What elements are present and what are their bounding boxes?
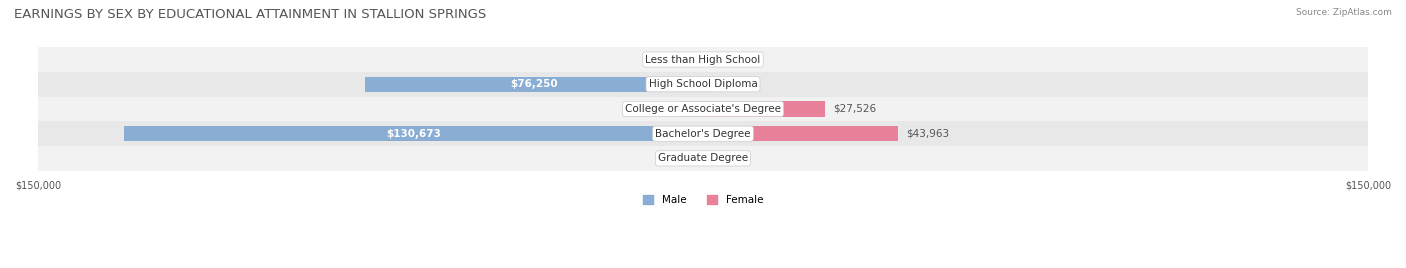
Bar [679, 151, 703, 166]
Bar [124, 126, 703, 141]
Text: $76,250: $76,250 [510, 79, 558, 89]
Text: $0: $0 [730, 54, 742, 65]
Bar [38, 146, 1368, 171]
Bar [703, 126, 898, 141]
Bar [38, 72, 1368, 96]
Bar [366, 77, 703, 92]
Text: $0: $0 [664, 54, 676, 65]
Text: $0: $0 [664, 153, 676, 163]
Text: $0: $0 [730, 153, 742, 163]
Bar [703, 52, 727, 67]
Text: $130,673: $130,673 [385, 129, 441, 139]
Text: $27,526: $27,526 [832, 104, 876, 114]
Text: EARNINGS BY SEX BY EDUCATIONAL ATTAINMENT IN STALLION SPRINGS: EARNINGS BY SEX BY EDUCATIONAL ATTAINMEN… [14, 8, 486, 21]
Text: High School Diploma: High School Diploma [648, 79, 758, 89]
Text: Graduate Degree: Graduate Degree [658, 153, 748, 163]
Legend: Male, Female: Male, Female [643, 195, 763, 205]
Bar [703, 101, 825, 117]
Bar [38, 96, 1368, 121]
Text: Source: ZipAtlas.com: Source: ZipAtlas.com [1296, 8, 1392, 17]
Bar [703, 77, 714, 92]
Bar [679, 101, 703, 117]
Text: $0: $0 [664, 104, 676, 114]
Bar [38, 47, 1368, 72]
Text: Bachelor's Degree: Bachelor's Degree [655, 129, 751, 139]
Text: $2,499: $2,499 [723, 79, 759, 89]
Text: $43,963: $43,963 [905, 129, 949, 139]
Text: Less than High School: Less than High School [645, 54, 761, 65]
Bar [38, 121, 1368, 146]
Bar [679, 52, 703, 67]
Text: College or Associate's Degree: College or Associate's Degree [626, 104, 780, 114]
Bar [703, 151, 727, 166]
